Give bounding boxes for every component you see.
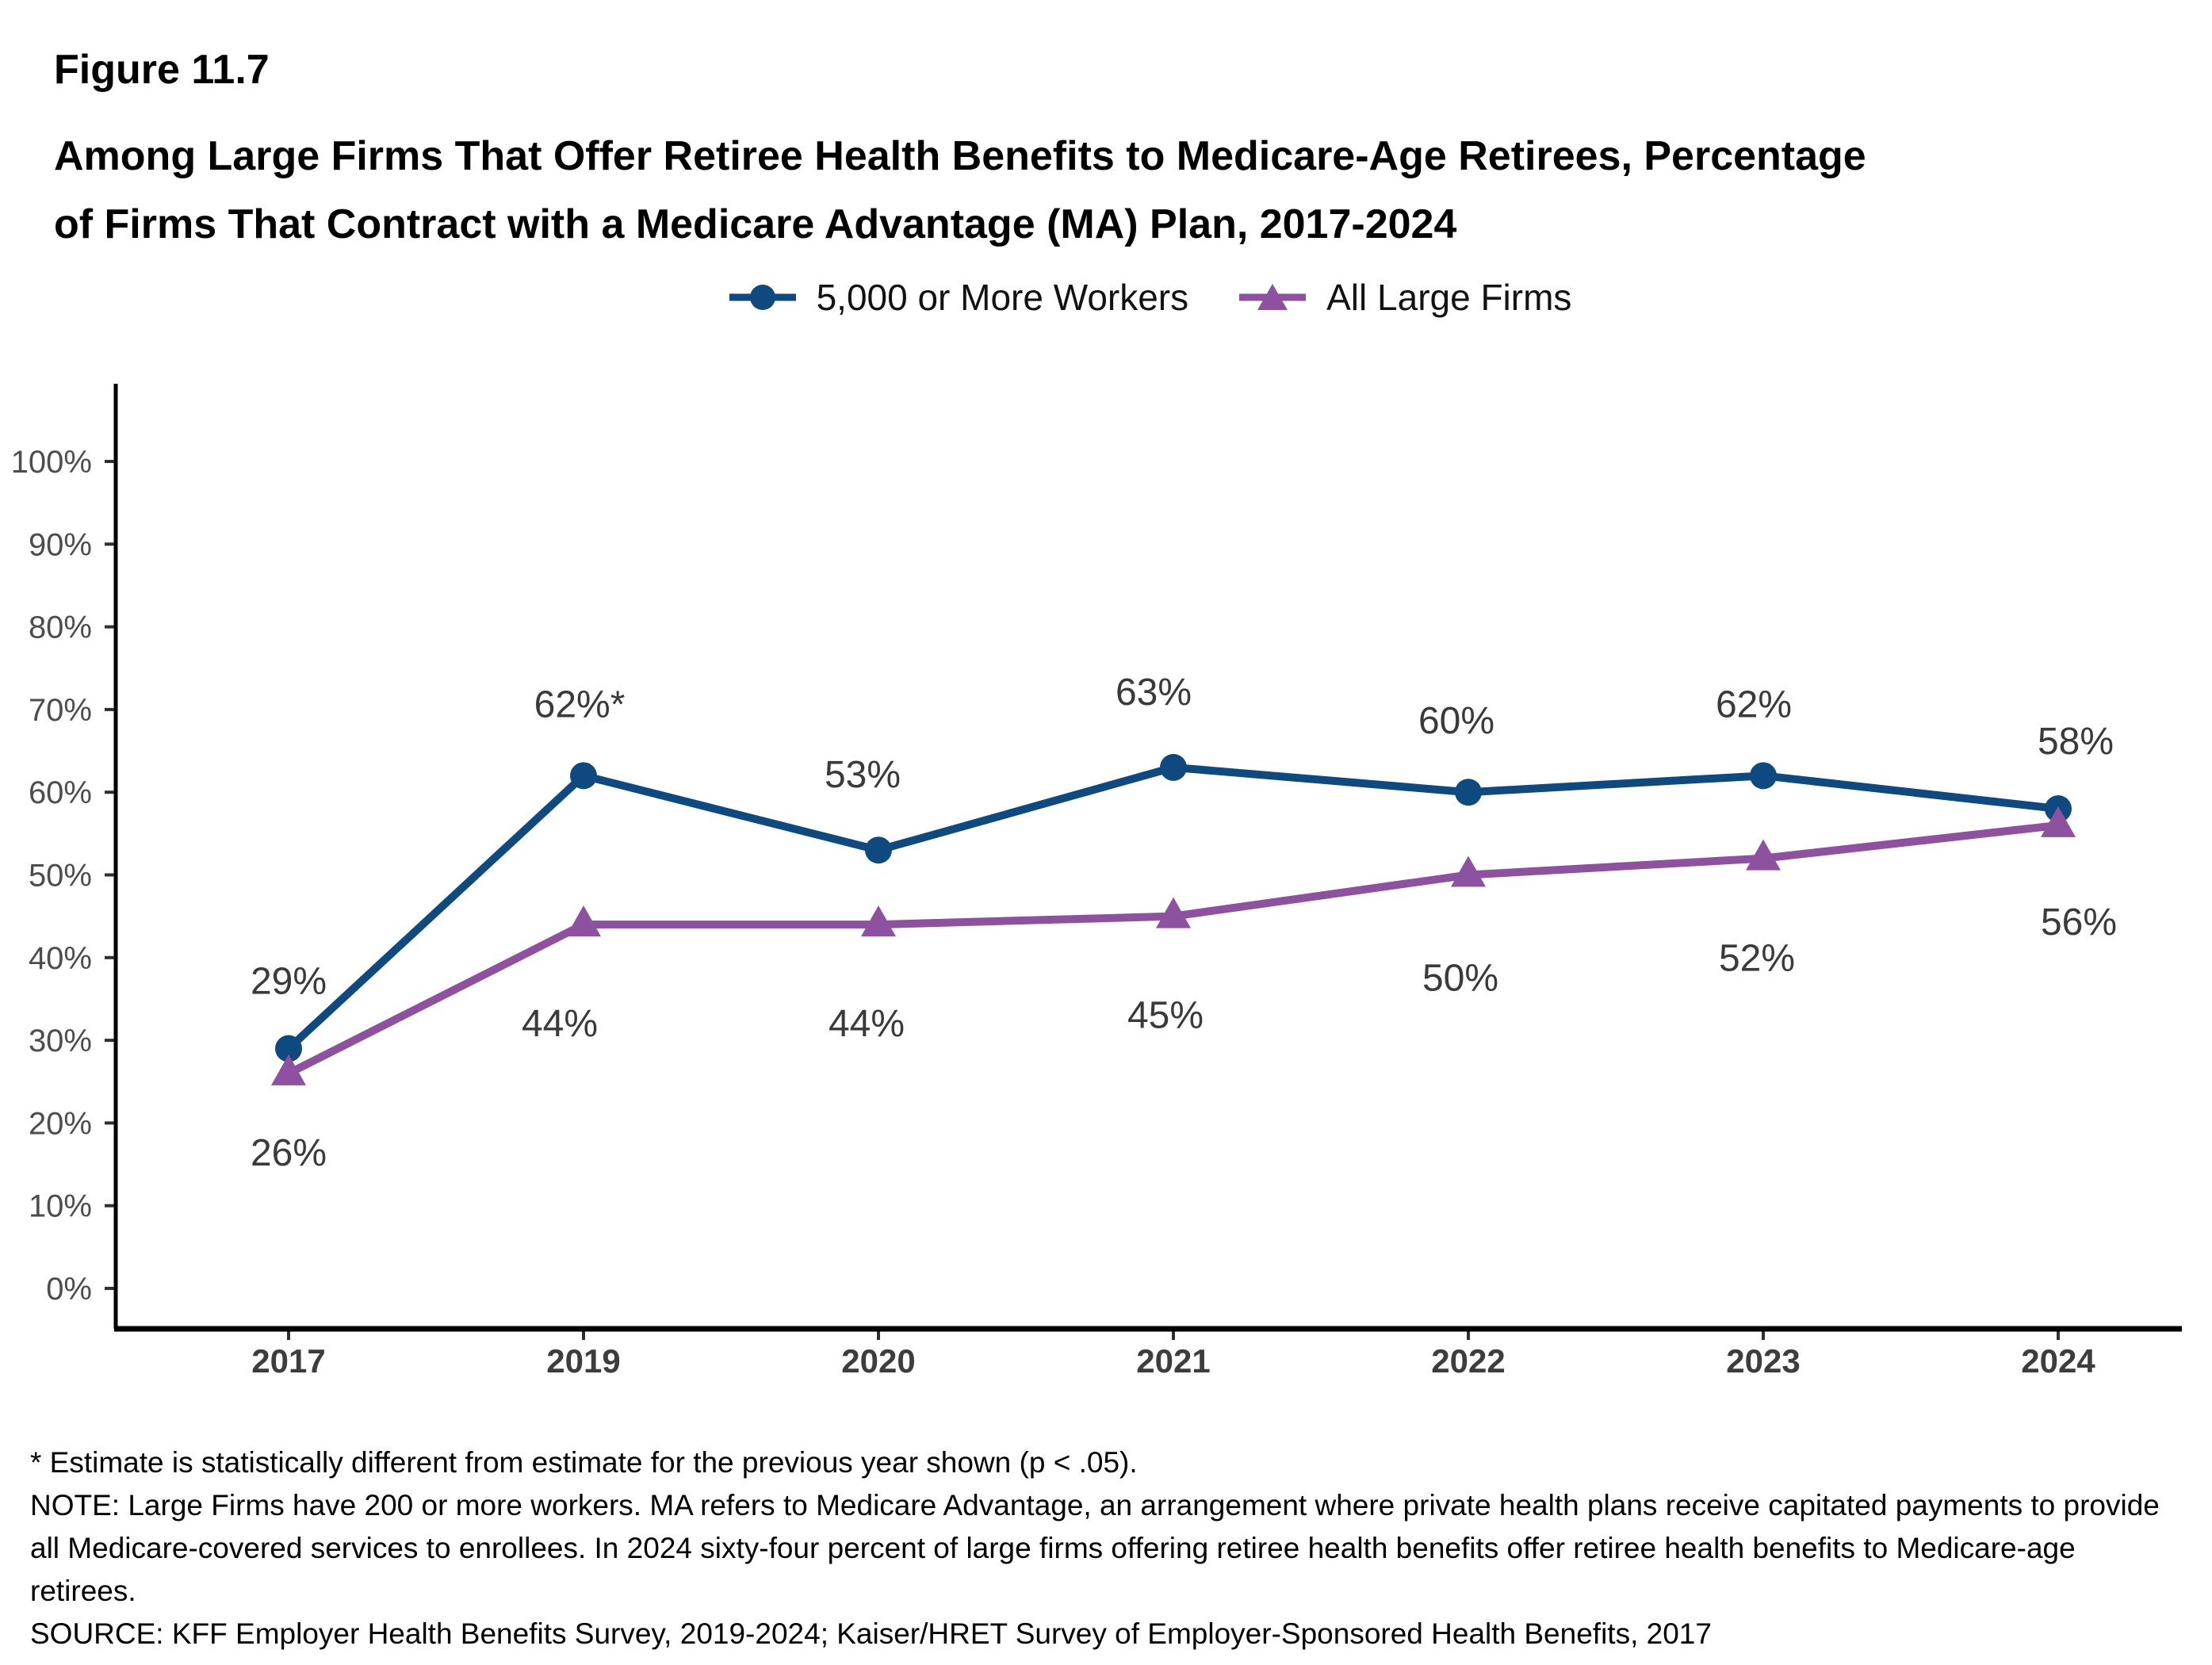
footnotes: * Estimate is statistically different fr… — [30, 1441, 2183, 1655]
data-point-label: 45% — [1127, 995, 1204, 1037]
footnote-significance: * Estimate is statistically different fr… — [30, 1446, 1138, 1479]
x-axis-tick-label: 2020 — [841, 1342, 915, 1380]
data-point-label: 26% — [251, 1132, 327, 1174]
data-point-triangle — [271, 1054, 306, 1085]
legend-line-triangle-icon — [1239, 284, 1307, 310]
data-point-label: 50% — [1422, 958, 1498, 1000]
data-point-circle — [1160, 753, 1187, 781]
y-axis-tick-label: 80% — [29, 610, 92, 645]
data-point-triangle — [2041, 806, 2076, 837]
legend-line-circle-icon — [729, 285, 796, 310]
data-point-label: 29% — [251, 961, 327, 1003]
chart-title: Among Large Firms That Offer Retiree Hea… — [54, 122, 1866, 258]
x-axis-tick-label: 2023 — [1726, 1342, 1800, 1380]
legend-label-5000-or-more-workers: 5,000 or More Workers — [816, 277, 1189, 318]
data-point-label: 62%* — [534, 683, 626, 725]
legend: 5,000 or More Workers All Large Firms — [116, 276, 2182, 319]
data-point-label: 52% — [1719, 938, 1795, 980]
legend-circle-marker — [749, 285, 775, 310]
y-axis-tick-label: 50% — [29, 859, 92, 894]
data-point-circle — [570, 762, 597, 790]
data-point-circle — [1750, 762, 1777, 790]
data-point-label: 60% — [1418, 700, 1494, 742]
data-point-triangle — [1746, 839, 1781, 871]
x-axis-tick-label: 2022 — [1431, 1342, 1505, 1380]
y-axis-tick-label: 70% — [29, 693, 92, 728]
y-axis-tick-label: 90% — [29, 527, 92, 562]
x-axis-tick-label: 2024 — [2021, 1342, 2095, 1380]
data-point-circle — [1455, 779, 1482, 806]
y-axis-tick-label: 30% — [29, 1024, 92, 1058]
data-point-label: 44% — [522, 1003, 598, 1045]
figure-label: Figure 11.7 — [54, 47, 270, 93]
data-point-triangle — [566, 905, 601, 937]
data-point-triangle — [861, 905, 896, 937]
data-point-label: 62% — [1716, 683, 1792, 725]
chart-title-line-1: Among Large Firms That Offer Retiree Hea… — [54, 133, 1866, 179]
legend-item-all-large-firms: All Large Firms — [1236, 276, 1571, 319]
legend-item-5000-or-more-workers: 5,000 or More Workers — [726, 276, 1189, 319]
legend-label-all-large-firms: All Large Firms — [1326, 277, 1572, 318]
data-point-circle — [865, 836, 892, 864]
x-axis-tick-label: 2019 — [546, 1342, 620, 1380]
data-point-label: 58% — [2038, 721, 2114, 763]
y-axis-tick-label: 10% — [29, 1189, 92, 1224]
chart-title-line-2: of Firms That Contract with a Medicare A… — [54, 201, 1457, 247]
y-axis-tick-label: 60% — [29, 775, 92, 810]
y-axis-tick-label: 100% — [11, 445, 92, 480]
x-axis-tick-label: 2021 — [1136, 1342, 1210, 1380]
data-point-circle — [275, 1035, 302, 1062]
data-point-triangle — [1451, 855, 1486, 887]
data-point-label: 63% — [1116, 672, 1192, 714]
y-axis-tick-label: 20% — [29, 1106, 92, 1141]
y-axis-tick-label: 40% — [29, 941, 92, 976]
data-point-label: 44% — [829, 1003, 905, 1045]
data-point-triangle — [1156, 897, 1191, 928]
data-point-label: 56% — [2041, 901, 2117, 944]
footnote-note: NOTE: Large Firms have 200 or more worke… — [30, 1489, 2160, 1607]
y-axis-tick-label: 0% — [46, 1272, 92, 1307]
footnote-source: SOURCE: KFF Employer Health Benefits Sur… — [30, 1617, 1712, 1650]
x-axis-tick-label: 2017 — [251, 1342, 325, 1380]
legend-triangle-marker — [1257, 284, 1288, 310]
data-point-label: 53% — [825, 754, 901, 796]
header: Figure 11.7 Among Large Firms That Offer… — [54, 46, 1866, 258]
